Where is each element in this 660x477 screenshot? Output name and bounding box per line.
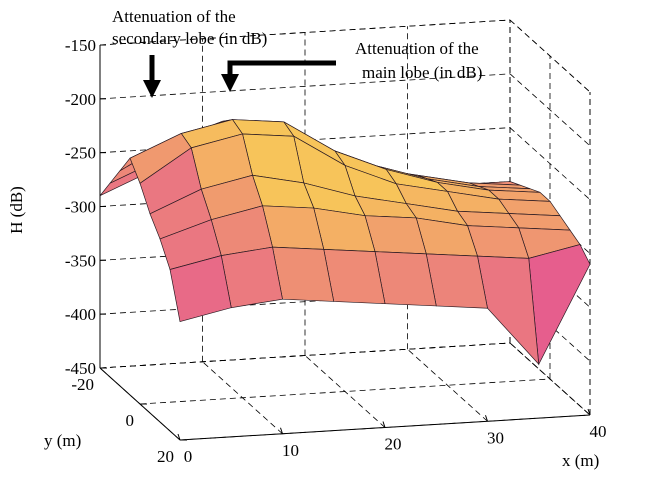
surface-cell bbox=[528, 244, 591, 366]
annotation: secondary lobe (in dB) bbox=[112, 29, 267, 48]
arrow bbox=[221, 60, 336, 92]
surface bbox=[99, 119, 591, 366]
tick-mark bbox=[280, 427, 283, 434]
surface-cell bbox=[169, 255, 232, 323]
grid-line bbox=[407, 348, 488, 422]
y-tick-label: 20 bbox=[157, 447, 174, 466]
z-axis-label: H (dB) bbox=[7, 186, 26, 234]
x-axis bbox=[179, 414, 591, 441]
z-tick-label: -350 bbox=[65, 251, 96, 270]
annotation: Attenuation of the bbox=[112, 7, 236, 26]
x-tick-label: 0 bbox=[184, 447, 193, 466]
arrow bbox=[143, 55, 161, 98]
z-tick-label: -200 bbox=[65, 90, 96, 109]
y-axis-label: y (m) bbox=[44, 431, 81, 450]
surface-cell bbox=[220, 246, 283, 309]
grid-line bbox=[139, 378, 551, 405]
z-tick-label: -250 bbox=[65, 144, 96, 163]
z-tick-label: -400 bbox=[65, 305, 96, 324]
x-tick-label: 10 bbox=[282, 441, 299, 460]
x-tick-label: 20 bbox=[385, 435, 402, 454]
x-tick-label: 40 bbox=[590, 422, 607, 441]
annotation: Attenuation of the bbox=[355, 39, 479, 58]
grid-line bbox=[99, 73, 511, 100]
tick-mark bbox=[177, 433, 181, 441]
z-tick-label: -300 bbox=[65, 198, 96, 217]
grid-line bbox=[99, 342, 511, 369]
y-tick-label: -20 bbox=[71, 375, 94, 394]
x-axis-label: x (m) bbox=[562, 451, 599, 470]
tick-mark bbox=[485, 415, 488, 422]
z-tick-label: -150 bbox=[65, 36, 96, 55]
y-tick-label: 0 bbox=[126, 411, 135, 430]
tick-mark bbox=[382, 421, 386, 428]
y-axis bbox=[99, 367, 181, 441]
annotation: main lobe (in dB) bbox=[362, 63, 482, 82]
tick-mark bbox=[587, 408, 591, 416]
surface-cell bbox=[477, 255, 540, 366]
z-tick-label: -450 bbox=[65, 359, 96, 378]
x-tick-label: 30 bbox=[487, 428, 504, 447]
grid-line bbox=[509, 73, 591, 147]
